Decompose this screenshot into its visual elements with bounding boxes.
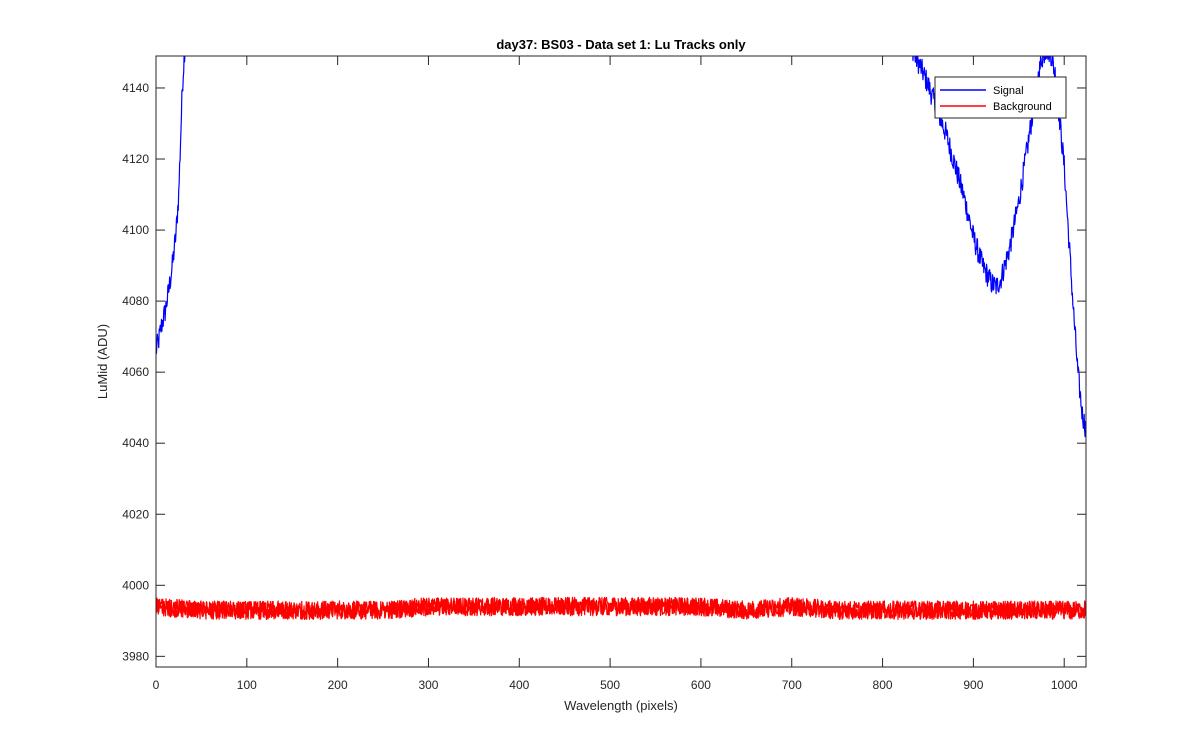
x-tick-label: 500 xyxy=(600,678,620,692)
x-tick-label: 800 xyxy=(873,678,893,692)
chart-title: day37: BS03 - Data set 1: Lu Tracks only xyxy=(496,37,746,52)
y-tick-label: 4140 xyxy=(122,81,149,95)
legend-box xyxy=(934,76,1067,119)
x-tick-label: 1000 xyxy=(1051,678,1078,692)
legend-label-background: Background xyxy=(993,101,1052,113)
y-tick-label: 4040 xyxy=(122,436,149,450)
y-tick-label: 4020 xyxy=(122,507,149,521)
y-tick-label: 4120 xyxy=(122,152,149,166)
y-tick-label: 4100 xyxy=(122,223,149,237)
x-tick-label: 700 xyxy=(782,678,802,692)
x-tick-label: 100 xyxy=(237,678,257,692)
legend-label-signal: Signal xyxy=(993,85,1024,97)
x-tick-label: 300 xyxy=(418,678,438,692)
series-line-background xyxy=(156,596,1086,620)
y-axis-label: LuMid (ADU) xyxy=(95,324,110,399)
plot-frame xyxy=(155,55,1087,668)
x-tick-label: 900 xyxy=(963,678,983,692)
x-tick-label: 0 xyxy=(153,678,160,692)
plot-area xyxy=(156,56,1086,667)
x-tick-label: 400 xyxy=(509,678,529,692)
y-tick-label: 4060 xyxy=(122,365,149,379)
ticks-layer: 0 100 200 300 400 500 600 700 800 900 1000 3980 4000… xyxy=(122,56,1086,692)
x-axis-label: Wavelength (pixels) xyxy=(564,698,678,713)
x-tick-label: 200 xyxy=(328,678,348,692)
series-line-signal xyxy=(156,56,186,355)
legend: Signal Background xyxy=(934,76,1067,119)
y-tick-label: 4080 xyxy=(122,294,149,308)
x-tick-label: 600 xyxy=(691,678,711,692)
y-tick-label: 3980 xyxy=(122,649,149,663)
y-tick-label: 4000 xyxy=(122,578,149,592)
